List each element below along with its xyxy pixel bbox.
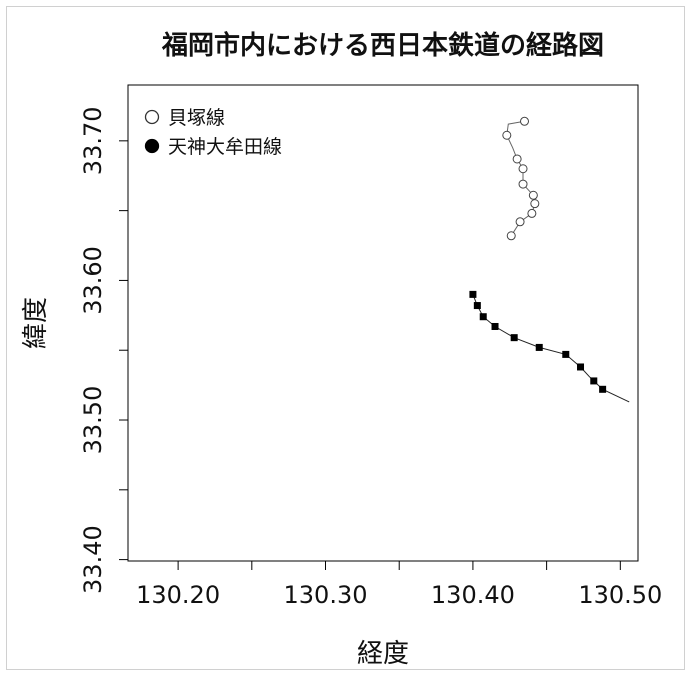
y-axis-title: 緯度 bbox=[21, 297, 51, 349]
data-point-0 bbox=[527, 208, 537, 218]
y-tick-label: 33.70 bbox=[79, 106, 107, 175]
x-axis: 130.20 130.30 130.40 130.50 bbox=[136, 560, 662, 609]
x-tick-label: 130.20 bbox=[136, 581, 220, 609]
data-point-1 bbox=[562, 350, 570, 358]
chart-title: 福岡市内における西日本鉄道の経路図 bbox=[161, 30, 604, 61]
legend-marker-tenjin-omuta bbox=[144, 138, 160, 154]
y-tick-label: 33.40 bbox=[79, 525, 107, 594]
data-point-0 bbox=[530, 199, 540, 209]
legend-label-kaizuka: 貝塚線 bbox=[168, 107, 225, 129]
data-point-1 bbox=[510, 334, 518, 342]
data-point-1 bbox=[577, 363, 585, 371]
y-axis: 33.40 33.50 33.60 33.70 bbox=[79, 106, 129, 594]
data-point-1 bbox=[469, 290, 477, 298]
series-line-1 bbox=[472, 294, 630, 403]
legend-marker-kaizuka bbox=[144, 109, 160, 125]
x-tick-label: 130.40 bbox=[431, 581, 515, 609]
data-point-0 bbox=[528, 190, 538, 200]
data-point-0 bbox=[520, 116, 530, 126]
x-tick-label: 130.30 bbox=[284, 581, 368, 609]
x-tick-label: 130.50 bbox=[578, 581, 662, 609]
series-layer bbox=[469, 116, 630, 403]
data-point-0 bbox=[502, 130, 512, 140]
data-point-1 bbox=[590, 377, 598, 385]
data-point-0 bbox=[518, 179, 528, 189]
data-point-1 bbox=[479, 313, 487, 321]
data-point-0 bbox=[506, 231, 516, 241]
data-point-0 bbox=[518, 164, 528, 174]
legend-label-tenjin-omuta: 天神大牟田線 bbox=[168, 136, 282, 158]
data-point-1 bbox=[535, 343, 543, 351]
data-point-0 bbox=[512, 154, 522, 164]
y-tick-label: 33.60 bbox=[79, 246, 107, 315]
legend: 貝塚線 天神大牟田線 bbox=[144, 107, 282, 158]
y-tick-label: 33.50 bbox=[79, 386, 107, 455]
x-axis-title: 経度 bbox=[357, 639, 409, 669]
data-point-1 bbox=[599, 385, 607, 393]
data-point-0 bbox=[515, 217, 525, 227]
data-point-1 bbox=[473, 302, 481, 310]
data-point-1 bbox=[491, 322, 499, 330]
